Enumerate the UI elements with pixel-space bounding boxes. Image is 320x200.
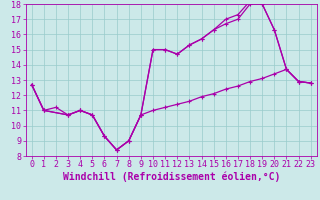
- X-axis label: Windchill (Refroidissement éolien,°C): Windchill (Refroidissement éolien,°C): [62, 172, 280, 182]
